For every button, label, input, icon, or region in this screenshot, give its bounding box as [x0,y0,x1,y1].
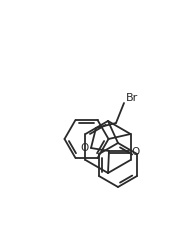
Text: O: O [81,142,89,152]
Text: O: O [131,146,139,156]
Text: Br: Br [126,93,138,103]
